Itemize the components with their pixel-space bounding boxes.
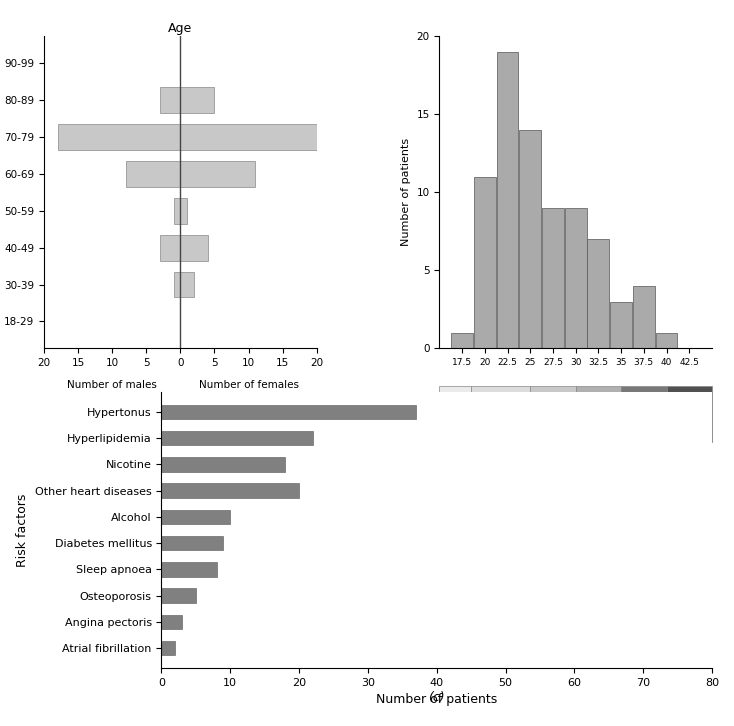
Text: (b): (b)	[567, 476, 584, 489]
Bar	[655, 333, 677, 348]
FancyBboxPatch shape	[440, 386, 471, 442]
Text: Overweight: Overweight	[530, 409, 576, 418]
Bar	[542, 208, 564, 348]
Bar	[610, 302, 632, 348]
Bar	[161, 457, 286, 472]
Bar	[474, 176, 495, 348]
Y-axis label: Risk factors: Risk factors	[16, 493, 29, 567]
FancyBboxPatch shape	[666, 386, 712, 442]
Text: (a): (a)	[172, 395, 189, 408]
Text: Normal: Normal	[486, 409, 515, 418]
FancyBboxPatch shape	[530, 386, 575, 442]
Text: Obese: Obese	[586, 409, 611, 418]
Bar	[58, 124, 181, 150]
Bar	[161, 562, 217, 576]
FancyBboxPatch shape	[471, 386, 530, 442]
Bar	[181, 234, 208, 261]
Bar	[161, 510, 230, 524]
Bar	[497, 52, 518, 348]
Y-axis label: Number of patients: Number of patients	[401, 139, 411, 246]
Bar	[181, 124, 316, 150]
Bar	[160, 87, 181, 113]
Title: Age: Age	[168, 22, 192, 35]
Bar	[587, 240, 609, 348]
Text: Morbidly
obese: Morbidly obese	[672, 404, 707, 424]
Bar	[161, 484, 299, 498]
Bar	[160, 234, 181, 261]
Bar	[181, 87, 214, 113]
Bar	[126, 161, 181, 187]
Bar	[451, 333, 473, 348]
Bar	[161, 431, 313, 445]
Bar	[161, 404, 416, 419]
Text: Severely
obese: Severely obese	[626, 404, 661, 424]
Bar	[181, 161, 255, 187]
Bar	[161, 588, 196, 603]
Text: (c): (c)	[429, 691, 445, 704]
Bar	[181, 198, 187, 224]
Text: Number of females: Number of females	[198, 380, 299, 391]
Text: Number of males: Number of males	[68, 380, 157, 391]
Bar	[633, 286, 655, 348]
Bar	[161, 641, 175, 656]
Bar	[173, 198, 181, 224]
Bar	[181, 272, 194, 298]
FancyBboxPatch shape	[621, 386, 666, 442]
Bar	[564, 208, 586, 348]
Bar	[161, 536, 223, 550]
FancyBboxPatch shape	[575, 386, 621, 442]
X-axis label: BMI: BMI	[564, 412, 587, 425]
Bar	[173, 272, 181, 298]
Bar	[520, 130, 541, 348]
X-axis label: Number of patients: Number of patients	[376, 693, 498, 706]
Bar	[161, 615, 182, 629]
Text: Underweight: Underweight	[429, 409, 481, 418]
